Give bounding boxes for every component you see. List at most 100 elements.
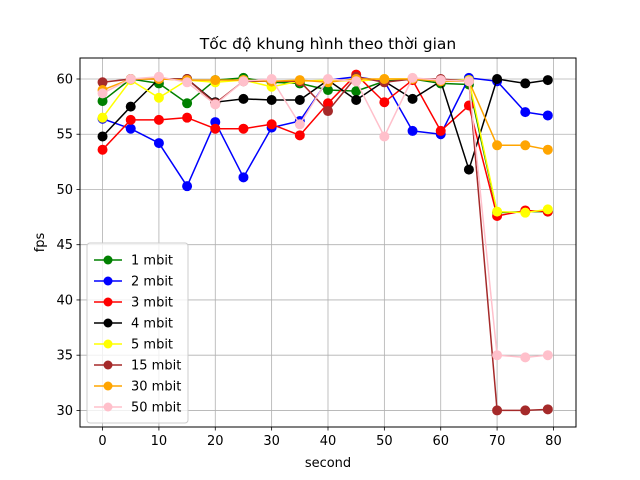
data-point: [407, 125, 418, 136]
legend-marker: [103, 402, 113, 412]
x-tick-label: 70: [489, 434, 506, 449]
data-point: [266, 94, 277, 105]
data-point: [323, 73, 333, 84]
data-point: [238, 93, 249, 104]
data-point: [97, 144, 108, 155]
ticks: 0 10 20 30 40 50 60 70 80 30 35 40 45 50 55 60: [56, 72, 561, 449]
data-point: [520, 405, 531, 416]
data-point: [153, 138, 164, 149]
series-50-mbit: [97, 71, 553, 363]
legend-marker: [103, 360, 113, 370]
data-point: [294, 75, 305, 86]
data-point: [520, 78, 531, 89]
legend-entry: 15 mbit: [94, 359, 181, 374]
data-point: [463, 76, 474, 87]
legend-label: 15 mbit: [131, 359, 181, 374]
data-point: [520, 140, 531, 151]
data-point: [520, 107, 531, 118]
data-point: [323, 106, 333, 117]
x-tick-label: 50: [376, 434, 393, 449]
data-point: [542, 144, 553, 155]
data-point: [210, 123, 221, 134]
y-tick-label: 55: [56, 128, 73, 143]
legend-marker: [103, 255, 113, 265]
data-point: [153, 92, 164, 103]
data-point: [542, 75, 553, 86]
legend-label: 3 mbit: [131, 296, 173, 311]
legend-entry: 1 mbit: [94, 254, 173, 269]
data-point: [542, 110, 553, 121]
data-point: [492, 73, 503, 84]
y-tick-label: 40: [56, 293, 73, 308]
legend-label: 50 mbit: [131, 401, 181, 416]
data-point: [379, 73, 390, 84]
legend-entry: 4 mbit: [94, 317, 173, 332]
legend-label: 5 mbit: [131, 338, 173, 353]
data-point: [492, 140, 503, 151]
data-point: [238, 172, 249, 183]
legend: 1 mbit 2 mbit 3 mbit 4 mbit 5 mbit 15 mbit 30 …: [86, 242, 189, 424]
data-point: [435, 125, 446, 136]
legend-entry: 5 mbit: [94, 338, 173, 353]
legend-entry: 3 mbit: [94, 296, 173, 311]
data-point: [125, 114, 136, 125]
legend-label: 30 mbit: [131, 380, 181, 395]
data-point: [492, 405, 503, 416]
x-tick-label: 80: [545, 434, 562, 449]
data-point: [125, 123, 136, 134]
series-3-mbit: [97, 69, 553, 221]
data-point: [182, 181, 193, 192]
x-tick-label: 20: [207, 434, 224, 449]
data-point: [351, 76, 362, 87]
data-point: [520, 352, 531, 363]
data-point: [542, 350, 553, 361]
data-point: [542, 404, 553, 415]
legend-marker: [103, 381, 113, 391]
data-point: [266, 119, 277, 130]
data-point: [238, 76, 249, 87]
legend-entry: 2 mbit: [94, 275, 173, 290]
chart-title: Tốc độ khung hình theo thời gian: [199, 35, 457, 53]
data-point: [182, 98, 193, 109]
legend-label: 4 mbit: [131, 317, 173, 332]
x-tick-label: 0: [98, 434, 106, 449]
legend-marker: [103, 297, 113, 307]
data-point: [97, 131, 108, 142]
data-point: [492, 206, 503, 217]
legend-entry: 30 mbit: [94, 380, 181, 395]
series-layer: [97, 69, 553, 416]
data-point: [182, 112, 193, 123]
y-tick-label: 50: [56, 183, 73, 198]
data-point: [294, 130, 305, 141]
data-point: [407, 72, 418, 83]
data-point: [153, 114, 164, 125]
x-tick-label: 10: [151, 434, 168, 449]
data-point: [520, 207, 531, 218]
data-point: [542, 204, 553, 215]
legend-box: [86, 242, 189, 424]
data-point: [435, 75, 446, 86]
data-point: [97, 112, 108, 123]
legend-label: 2 mbit: [131, 275, 173, 290]
x-axis-label: second: [305, 456, 351, 471]
data-point: [210, 99, 221, 110]
data-point: [294, 119, 305, 130]
y-axis-label: fps: [33, 232, 48, 252]
legend-marker: [103, 339, 113, 349]
legend-entry: 50 mbit: [94, 401, 181, 416]
data-point: [407, 93, 418, 104]
legend-label: 1 mbit: [131, 254, 173, 269]
data-point: [238, 123, 249, 134]
data-point: [210, 75, 221, 86]
data-point: [125, 101, 136, 112]
data-point: [379, 97, 390, 108]
x-tick-label: 30: [263, 434, 280, 449]
data-point: [492, 350, 503, 361]
legend-marker: [103, 276, 113, 286]
data-point: [379, 131, 390, 142]
data-point: [266, 73, 277, 84]
data-point: [125, 73, 136, 84]
data-point: [463, 164, 474, 175]
data-point: [294, 94, 305, 105]
